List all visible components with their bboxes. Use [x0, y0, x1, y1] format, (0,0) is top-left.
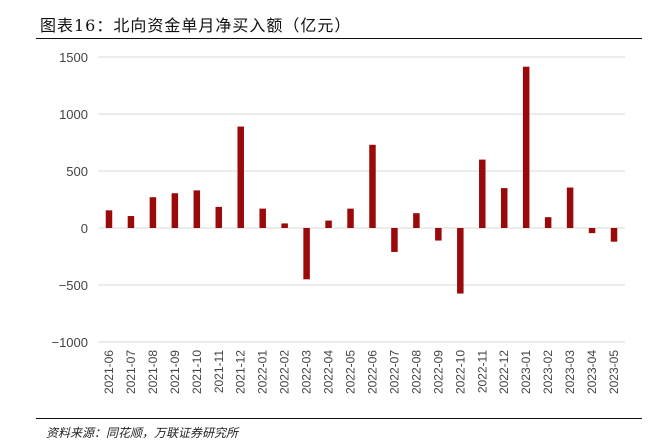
x-tick-label: 2021-08: [146, 350, 160, 394]
x-tick-label: 2021-11: [212, 350, 226, 393]
bar: [479, 159, 486, 228]
bar: [500, 188, 508, 228]
bar: [325, 220, 332, 228]
x-tick-label: 2023-03: [563, 350, 577, 394]
bar: [259, 208, 266, 228]
bar: [237, 126, 244, 228]
x-tick-label: 2021-10: [190, 350, 204, 394]
x-tick-label: 2021-07: [124, 350, 138, 394]
x-tick-label: 2021-06: [102, 350, 116, 394]
bar: [369, 144, 376, 228]
x-tick-label: 2023-01: [519, 350, 533, 394]
bar: [544, 217, 552, 228]
bar: [457, 228, 464, 294]
title-rule: [36, 38, 642, 39]
bar: [193, 190, 201, 228]
bar: [391, 228, 398, 252]
bar: [281, 223, 288, 228]
bar: [588, 228, 596, 234]
y-tick-label: 0: [81, 221, 88, 236]
x-tick-label: 2022-12: [497, 350, 511, 394]
y-tick-label: −500: [59, 278, 88, 293]
x-tick-label: 2022-05: [344, 350, 358, 394]
x-tick-label: 2021-09: [168, 350, 182, 394]
source-rule: [36, 418, 642, 419]
bar: [171, 193, 179, 228]
x-tick-label: 2022-09: [431, 350, 445, 394]
bar: [149, 197, 157, 228]
x-tick-label: 2022-07: [387, 350, 401, 394]
bar: [215, 206, 223, 228]
bar: [435, 228, 442, 241]
x-tick-label: 2022-11: [475, 350, 489, 393]
bar: [105, 210, 113, 228]
bar: [522, 66, 530, 228]
y-tick-label: 1000: [59, 107, 88, 122]
bar: [413, 213, 420, 228]
x-tick-label: 2023-02: [541, 350, 555, 394]
bar: [566, 187, 574, 228]
bar: [610, 228, 618, 242]
y-tick-label: 500: [66, 164, 88, 179]
chart-title: 图表16：北向资金单月净买入额（亿元）: [40, 16, 352, 35]
x-tick-label: 2022-04: [322, 350, 336, 394]
x-tick-label: 2022-02: [278, 350, 292, 394]
x-tick-label: 2022-03: [300, 350, 314, 394]
x-tick-label: 2022-06: [365, 350, 379, 394]
x-tick-label: 2023-04: [585, 350, 599, 394]
y-tick-label: −1000: [51, 335, 88, 350]
source-note: 资料来源：同花顺，万联证券研究所: [46, 426, 239, 440]
x-tick-label: 2023-05: [607, 350, 621, 394]
bar: [127, 216, 135, 228]
x-tick-label: 2022-01: [256, 350, 270, 394]
bar: [347, 208, 354, 228]
x-tick-label: 2022-08: [409, 350, 423, 394]
bar: [303, 228, 310, 280]
y-tick-label: 1500: [59, 50, 88, 65]
x-tick-label: 2022-10: [453, 350, 467, 394]
x-tick-label: 2021-12: [234, 350, 248, 394]
